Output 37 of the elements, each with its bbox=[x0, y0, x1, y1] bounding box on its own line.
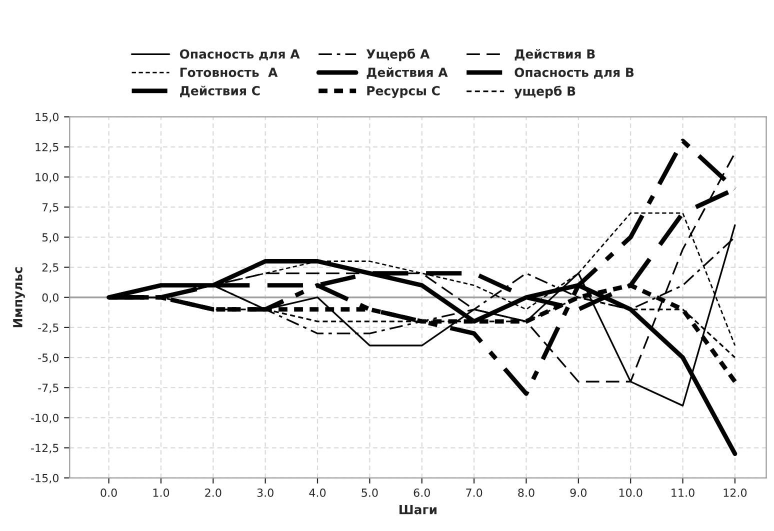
y-tick-label: 10,0 bbox=[36, 172, 59, 183]
legend-label: Ресурсы C bbox=[367, 86, 440, 98]
x-tick-label: 2.0 bbox=[205, 488, 222, 497]
y-tick-label: -12,5 bbox=[31, 444, 58, 454]
legend-label: Готовность A bbox=[180, 68, 278, 78]
x-tick-label: 6.0 bbox=[414, 488, 430, 497]
y-tick-label: 12,5 bbox=[36, 142, 58, 152]
x-tick-label: 0.0 bbox=[100, 488, 117, 497]
y-axis-title: Импульс bbox=[13, 267, 25, 328]
x-tick-label: 12.0 bbox=[724, 488, 747, 497]
x-tick-label: 7.0 bbox=[466, 488, 482, 497]
x-tick-label: 3.0 bbox=[257, 488, 274, 497]
x-tick-label: 5.0 bbox=[362, 488, 378, 497]
y-tick-label: 7,5 bbox=[42, 203, 58, 213]
legend-label: Опасность для B bbox=[514, 68, 634, 79]
legend-label: Действия B bbox=[514, 48, 595, 61]
legend-label: Действия C bbox=[180, 86, 260, 98]
y-tick-label: -7,5 bbox=[38, 384, 58, 394]
x-axis-title: Шаги bbox=[400, 505, 436, 514]
x-tick-label: 4.0 bbox=[309, 488, 326, 497]
x-tick-label: 11.0 bbox=[672, 488, 694, 497]
y-tick-label: -2,5 bbox=[38, 323, 58, 333]
x-tick-label: 9.0 bbox=[570, 488, 587, 497]
y-tick-label: 15,0 bbox=[36, 112, 59, 122]
y-tick-label: 2,5 bbox=[42, 263, 58, 273]
x-tick-label: 8.0 bbox=[518, 488, 534, 497]
legend-label: Опасность для A bbox=[180, 49, 300, 60]
legend-label: ущерб B bbox=[514, 86, 576, 98]
y-tick-label: 0,0 bbox=[42, 293, 59, 303]
x-tick-label: 10.0 bbox=[619, 488, 642, 497]
y-tick-label: 5,0 bbox=[42, 233, 59, 243]
legend-label: Действия A bbox=[366, 67, 448, 79]
y-tick-label: -15,0 bbox=[31, 474, 59, 484]
x-tick-label: 1.0 bbox=[153, 488, 170, 497]
y-tick-label: -5,0 bbox=[38, 354, 59, 364]
legend-label: Ущерб A bbox=[366, 48, 430, 62]
y-tick-label: -10,0 bbox=[31, 414, 59, 424]
